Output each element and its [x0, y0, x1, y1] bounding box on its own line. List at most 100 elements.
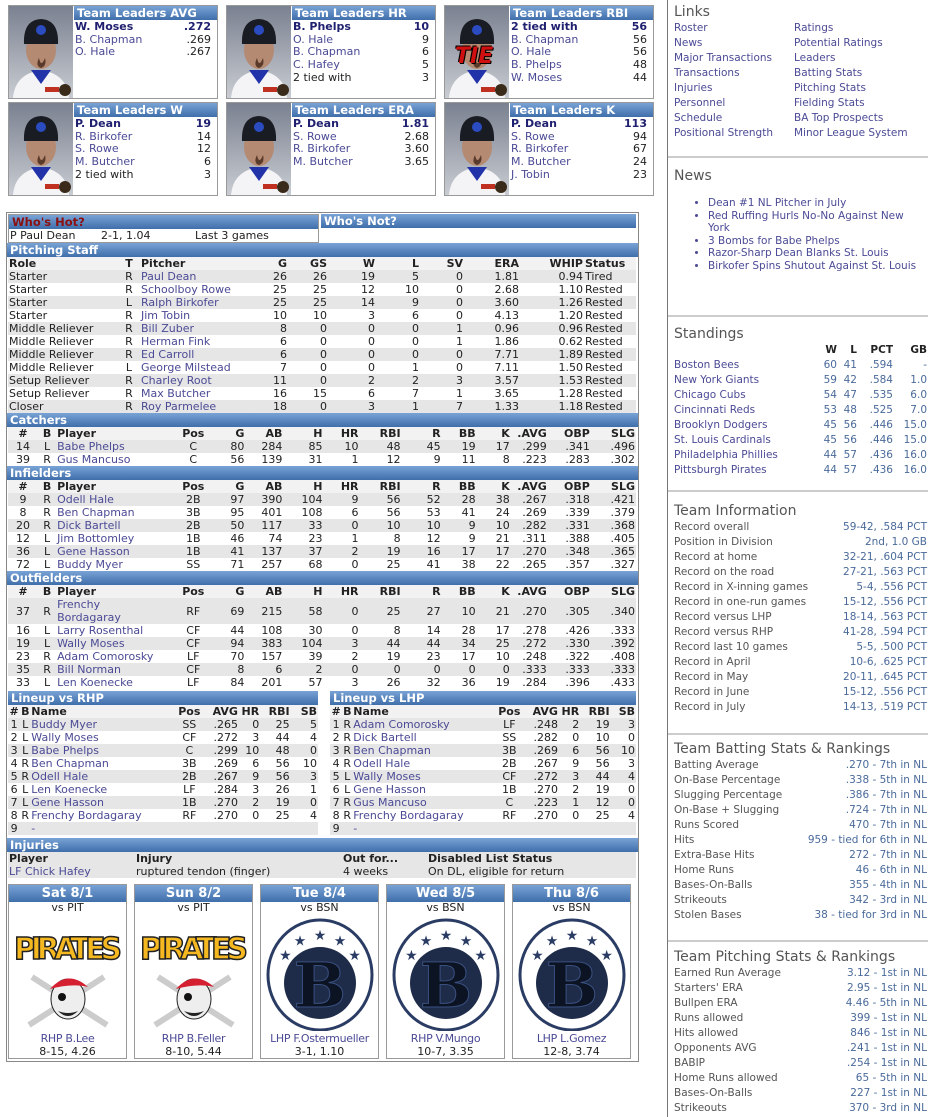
player-link[interactable]: -: [30, 822, 175, 835]
leader-name[interactable]: P. Dean: [511, 117, 557, 130]
link-roster[interactable]: Roster: [674, 22, 708, 34]
player-link[interactable]: Jim Bottomley: [57, 532, 135, 545]
player-link[interactable]: Ben Chapman: [57, 506, 135, 519]
player-link[interactable]: Odell Hale: [30, 770, 175, 783]
player-link[interactable]: Len Koenecke: [57, 676, 133, 689]
schedule-game[interactable]: Tue 8/4 vs BSN ★ ★ ★ ★ ★ B LHP F.Ostermueller 3-1…: [260, 884, 379, 1059]
link-batting-stats[interactable]: Batting Stats: [794, 67, 863, 79]
player-link[interactable]: Gene Hasson: [30, 796, 175, 809]
opposing-pitcher[interactable]: RHP B.Lee: [40, 1032, 95, 1045]
news-item[interactable]: 3 Bombs for Babe Phelps: [708, 235, 920, 248]
player-link[interactable]: Buddy Myer: [57, 558, 123, 571]
leader-name[interactable]: P. Dean: [75, 117, 121, 130]
link-positional-strength[interactable]: Positional Strength: [674, 127, 773, 139]
schedule-game[interactable]: Thu 8/6 vs BSN ★ ★ ★ ★ ★ B LHP L.Gomez 12-8, 3.74: [512, 884, 631, 1059]
leader-name[interactable]: R. Birkofer: [293, 142, 351, 156]
link-major-transactions[interactable]: Major Transactions: [674, 52, 773, 64]
news-item[interactable]: Red Ruffing Hurls No-No Against New York: [708, 210, 920, 235]
player-link[interactable]: Frenchy Bordagaray: [31, 809, 142, 822]
player-link[interactable]: Wally Moses: [56, 637, 169, 650]
team-link[interactable]: Pittsburgh Pirates: [674, 464, 767, 476]
player-link[interactable]: Babe Phelps: [30, 744, 175, 757]
leader-name[interactable]: O. Hale: [293, 32, 334, 46]
link-pitching-stats[interactable]: Pitching Stats: [794, 82, 866, 94]
player-link[interactable]: George Milstead: [141, 361, 231, 374]
player-link[interactable]: Max Butcher: [141, 387, 211, 400]
team-link[interactable]: Cincinnati Reds: [674, 404, 756, 416]
player-link[interactable]: Bill Zuber: [140, 322, 258, 335]
player-link[interactable]: Adam Comorosky: [352, 718, 495, 731]
player-link[interactable]: Gus Mancuso: [57, 453, 131, 466]
leader-name[interactable]: S. Rowe: [75, 142, 119, 156]
leader-name[interactable]: C. Hafey: [293, 58, 340, 72]
leader-name[interactable]: M. Butcher: [75, 155, 135, 169]
leader-name[interactable]: M. Butcher: [293, 155, 353, 169]
player-link[interactable]: Ed Carroll: [140, 348, 258, 361]
player-link[interactable]: Gus Mancuso: [352, 796, 495, 809]
player-link[interactable]: Odell Hale: [353, 757, 411, 770]
player-link[interactable]: Charley Root: [140, 374, 258, 387]
player-link[interactable]: Frenchy Bordagaray: [353, 809, 464, 822]
opposing-pitcher[interactable]: RHP V.Mungo: [410, 1032, 481, 1045]
team-link[interactable]: Boston Bees: [674, 359, 740, 371]
schedule-game[interactable]: Sun 8/2 vs PIT PIRATES RHP B.Feller 8-10, 5.…: [134, 884, 253, 1059]
leader-name[interactable]: O. Hale: [75, 45, 116, 59]
leader-name[interactable]: B. Phelps: [293, 20, 351, 33]
leader-name[interactable]: B. Phelps: [511, 58, 562, 72]
link-ba-top-prospects[interactable]: BA Top Prospects: [794, 112, 884, 124]
player-link[interactable]: Larry Rosenthal: [57, 624, 144, 637]
team-link[interactable]: Brooklyn Dodgers: [674, 419, 768, 431]
opposing-pitcher[interactable]: RHP B.Feller: [161, 1032, 226, 1045]
player-link[interactable]: Gene Hasson: [353, 783, 426, 796]
player-link[interactable]: Dick Bartell: [353, 731, 417, 744]
player-link[interactable]: -: [352, 822, 495, 835]
leader-name[interactable]: W. Moses: [75, 20, 134, 33]
player-link[interactable]: Ben Chapman: [352, 744, 495, 757]
link-schedule[interactable]: Schedule: [674, 112, 723, 124]
leader-name[interactable]: R. Birkofer: [511, 142, 569, 156]
news-item[interactable]: Dean #1 NL Pitcher in July: [708, 197, 920, 210]
player-link[interactable]: Frenchy Bordagaray: [56, 598, 169, 624]
news-item[interactable]: Razor-Sharp Dean Blanks St. Louis: [708, 247, 920, 260]
leader-name[interactable]: S. Rowe: [293, 129, 337, 143]
leader-name[interactable]: O. Hale: [511, 45, 552, 59]
player-link[interactable]: Odell Hale: [56, 493, 169, 506]
player-link[interactable]: Gene Hasson: [56, 545, 169, 558]
hot-player[interactable]: P Paul Dean: [10, 229, 76, 242]
link-ratings[interactable]: Ratings: [794, 22, 834, 34]
leader-name[interactable]: J. Tobin: [511, 167, 550, 181]
leader-name[interactable]: P. Dean: [293, 117, 339, 130]
player-link[interactable]: Len Koenecke: [31, 783, 108, 796]
leader-name[interactable]: M. Butcher: [511, 155, 571, 169]
team-link[interactable]: Chicago Cubs: [674, 389, 746, 401]
opposing-pitcher[interactable]: LHP F.Ostermueller: [270, 1032, 369, 1045]
schedule-game[interactable]: Sat 8/1 vs PIT PIRATES RHP B.Lee 8-15, 4.26: [8, 884, 127, 1059]
link-fielding-stats[interactable]: Fielding Stats: [794, 97, 865, 109]
link-potential-ratings[interactable]: Potential Ratings: [794, 37, 883, 49]
news-item[interactable]: Birkofer Spins Shutout Against St. Louis: [708, 260, 920, 273]
link-personnel[interactable]: Personnel: [674, 97, 726, 109]
leader-name[interactable]: B. Chapman: [511, 32, 579, 46]
team-link[interactable]: New York Giants: [674, 374, 760, 386]
player-link[interactable]: Roy Parmelee: [140, 400, 258, 413]
link-news[interactable]: News: [674, 37, 703, 49]
player-link[interactable]: Babe Phelps: [56, 440, 169, 453]
leader-name[interactable]: W. Moses: [511, 70, 563, 84]
schedule-game[interactable]: Wed 8/5 vs BSN ★ ★ ★ ★ ★ B RHP V.Mungo 10-7, 3.35: [386, 884, 505, 1059]
player-link[interactable]: Wally Moses: [352, 770, 495, 783]
link-minor-league-system[interactable]: Minor League System: [794, 127, 908, 139]
player-link[interactable]: Buddy Myer: [30, 718, 175, 731]
link-leaders[interactable]: Leaders: [794, 52, 836, 64]
player-link[interactable]: LF Chick Hafey: [8, 865, 135, 878]
leader-name[interactable]: S. Rowe: [511, 129, 555, 143]
player-link[interactable]: Herman Fink: [141, 335, 211, 348]
opposing-pitcher[interactable]: LHP L.Gomez: [536, 1032, 607, 1045]
link-injuries[interactable]: Injuries: [674, 82, 713, 94]
player-link[interactable]: Bill Norman: [56, 663, 169, 676]
leader-name[interactable]: B. Chapman: [75, 32, 143, 46]
team-link[interactable]: Philadelphia Phillies: [674, 449, 778, 461]
player-link[interactable]: Paul Dean: [140, 270, 258, 283]
player-link[interactable]: Ben Chapman: [31, 757, 109, 770]
player-link[interactable]: Adam Comorosky: [57, 650, 154, 663]
player-link[interactable]: Ralph Birkofer: [140, 296, 258, 309]
